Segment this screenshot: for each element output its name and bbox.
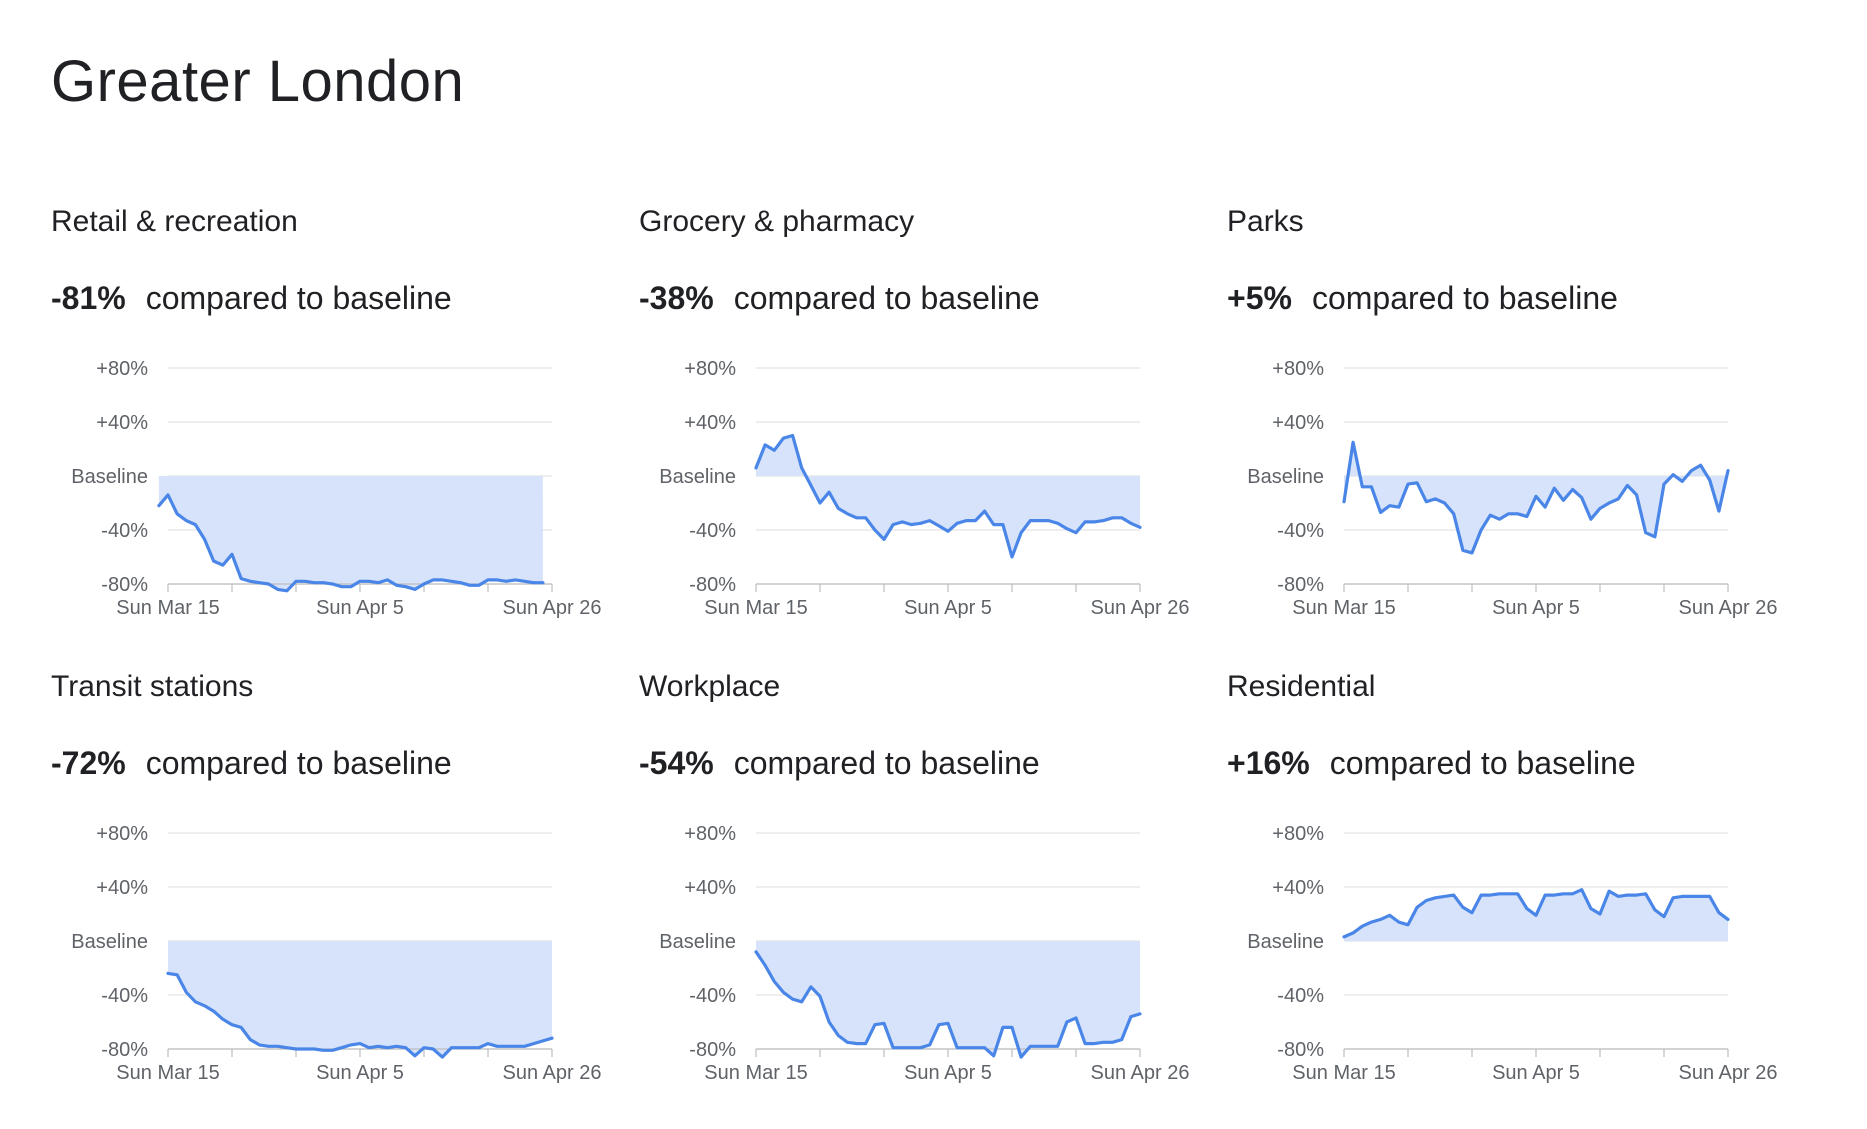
x-tick-label: Sun Apr 26 — [503, 1062, 602, 1084]
y-tick-label: Baseline — [1247, 466, 1324, 488]
y-tick-label: -40% — [101, 985, 148, 1007]
chart-title: Transit stations — [51, 670, 254, 703]
panel-transit-stations: Transit stations -72% compared to baselin… — [51, 670, 631, 1110]
panel-parks: Parks +5% compared to baseline +80% +40% Ba… — [1227, 205, 1807, 645]
line-chart: +80% +40% Baseline -40% -80%Sun Mar 15 Sun Ap… — [1247, 823, 1778, 1084]
change-label: compared to baseline — [145, 745, 452, 781]
change-value: -81% — [51, 280, 126, 316]
x-tick-label: Sun Mar 15 — [704, 597, 807, 619]
y-tick-label: +80% — [684, 358, 736, 380]
y-tick-label: Baseline — [71, 466, 148, 488]
y-tick-label: -40% — [689, 985, 736, 1007]
x-tick-label: Sun Mar 15 — [1292, 1062, 1395, 1084]
change-label: compared to baseline — [145, 280, 452, 316]
panel-retail-recreation: Retail & recreation -81% compared to base… — [51, 205, 631, 645]
area-fill — [1344, 442, 1728, 553]
series-line — [754, 950, 1142, 1059]
y-tick-label: -80% — [689, 1039, 736, 1061]
line-chart: +80% +40% Baseline -40% -80%Sun Mar 15 Sun Ap… — [1247, 358, 1778, 619]
y-tick-label: +40% — [684, 877, 736, 899]
x-tick-label: Sun Apr 5 — [904, 1062, 992, 1084]
line-chart: +80% +40% Baseline -40% -80%Sun Mar 15 Sun Ap… — [659, 823, 1190, 1084]
x-tick-label: Sun Mar 15 — [704, 1062, 807, 1084]
x-tick-label: Sun Apr 5 — [1492, 1062, 1580, 1084]
series-line — [1342, 888, 1730, 939]
y-tick-label: +40% — [1272, 877, 1324, 899]
change-value: -54% — [639, 745, 714, 781]
change-value: -72% — [51, 745, 126, 781]
series-line — [157, 493, 545, 593]
x-tick-label: Sun Mar 15 — [116, 597, 219, 619]
y-tick-label: Baseline — [659, 466, 736, 488]
area-fill — [168, 941, 552, 1058]
change-value: +5% — [1227, 280, 1292, 316]
x-tick-label: Sun Apr 5 — [904, 597, 992, 619]
series-line — [1342, 440, 1730, 555]
x-tick-label: Sun Apr 5 — [1492, 597, 1580, 619]
x-tick-label: Sun Mar 15 — [1292, 597, 1395, 619]
y-tick-label: -40% — [689, 520, 736, 542]
change-label: compared to baseline — [1329, 745, 1636, 781]
change-summary: -72% compared to baseline — [51, 745, 452, 782]
y-tick-label: +40% — [96, 877, 148, 899]
y-tick-label: +80% — [96, 823, 148, 845]
line-chart: +80% +40% Baseline -40% -80%Sun Mar 15 Sun Ap… — [71, 358, 602, 619]
x-tick-label: Sun Apr 26 — [1679, 1062, 1778, 1084]
change-summary: -54% compared to baseline — [639, 745, 1040, 782]
y-tick-label: -80% — [1277, 1039, 1324, 1061]
chart-title: Residential — [1227, 670, 1376, 703]
change-value: -38% — [639, 280, 714, 316]
page-title: Greater London — [51, 49, 465, 114]
area-fill — [756, 435, 1140, 557]
chart-title: Grocery & pharmacy — [639, 205, 915, 238]
y-tick-label: +40% — [1272, 412, 1324, 434]
y-tick-label: -80% — [689, 574, 736, 596]
y-tick-label: +80% — [96, 358, 148, 380]
chart-title: Parks — [1227, 205, 1304, 238]
x-tick-label: Sun Mar 15 — [116, 1062, 219, 1084]
panel-workplace: Workplace -54% compared to baseline +80% +… — [639, 670, 1219, 1110]
y-tick-label: +80% — [1272, 358, 1324, 380]
y-tick-label: -40% — [1277, 520, 1324, 542]
y-tick-label: -40% — [1277, 985, 1324, 1007]
x-tick-label: Sun Apr 26 — [1091, 597, 1190, 619]
chart-title: Workplace — [639, 670, 781, 703]
change-summary: +16% compared to baseline — [1227, 745, 1636, 782]
y-tick-label: +40% — [684, 412, 736, 434]
area-fill — [756, 941, 1140, 1058]
change-label: compared to baseline — [1311, 280, 1618, 316]
area-fill — [158, 476, 543, 591]
y-tick-label: Baseline — [1247, 931, 1324, 953]
y-tick-label: +40% — [96, 412, 148, 434]
y-tick-label: -80% — [101, 1039, 148, 1061]
series-line — [754, 433, 1142, 559]
x-tick-label: Sun Apr 26 — [1679, 597, 1778, 619]
y-tick-label: -80% — [101, 574, 148, 596]
y-tick-label: Baseline — [71, 931, 148, 953]
change-label: compared to baseline — [733, 745, 1040, 781]
y-tick-label: +80% — [1272, 823, 1324, 845]
x-tick-label: Sun Apr 5 — [316, 1062, 404, 1084]
panel-grocery-pharmacy: Grocery & pharmacy -38% compared to basel… — [639, 205, 1219, 645]
change-label: compared to baseline — [733, 280, 1040, 316]
x-tick-label: Sun Apr 5 — [316, 597, 404, 619]
panel-residential: Residential +16% compared to baseline +80… — [1227, 670, 1807, 1110]
y-tick-label: Baseline — [659, 931, 736, 953]
line-chart: +80% +40% Baseline -40% -80%Sun Mar 15 Sun Ap… — [659, 358, 1190, 619]
y-tick-label: -80% — [1277, 574, 1324, 596]
x-tick-label: Sun Apr 26 — [503, 597, 602, 619]
change-summary: -81% compared to baseline — [51, 280, 452, 317]
change-value: +16% — [1227, 745, 1310, 781]
chart-title: Retail & recreation — [51, 205, 298, 238]
line-chart: +80% +40% Baseline -40% -80%Sun Mar 15 Sun Ap… — [71, 823, 602, 1084]
change-summary: +5% compared to baseline — [1227, 280, 1618, 317]
y-tick-label: +80% — [684, 823, 736, 845]
x-tick-label: Sun Apr 26 — [1091, 1062, 1190, 1084]
y-tick-label: -40% — [101, 520, 148, 542]
change-summary: -38% compared to baseline — [639, 280, 1040, 317]
series-line — [166, 971, 554, 1059]
